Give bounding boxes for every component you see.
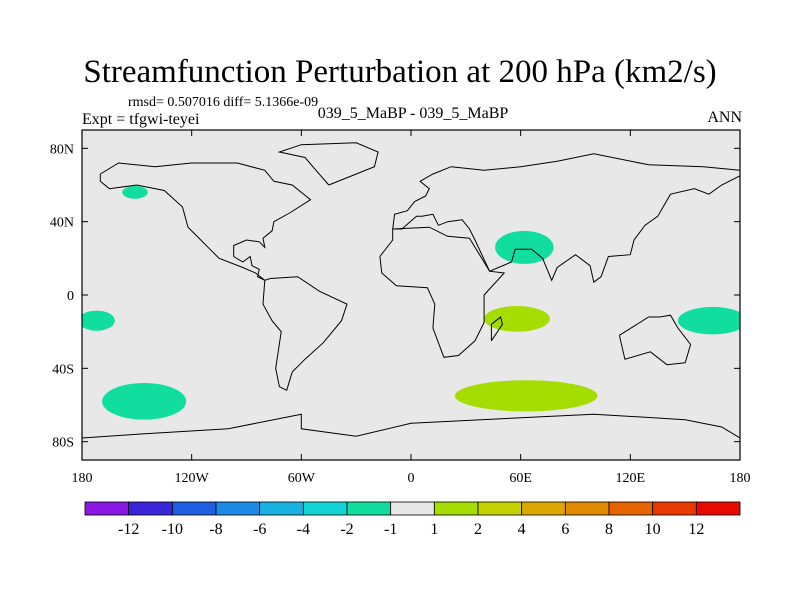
colorbar-box-8 — [433, 501, 479, 516]
x-tick-label-0: 180 — [72, 471, 93, 486]
x-tick-label-4: 60E — [509, 471, 532, 486]
case-label: 039_5_MaBP - 039_5_MaBP — [317, 105, 509, 122]
y-tick-label-1: 40N — [50, 216, 74, 231]
coastline-3 — [379, 226, 506, 358]
colorbar-box-5 — [302, 501, 348, 516]
anomaly-region-1 — [495, 230, 554, 264]
season-label: ANN — [707, 109, 742, 126]
colorbar-label-8: 2 — [474, 521, 482, 538]
colorbar-label-0: -12 — [118, 521, 139, 538]
colorbar-label-11: 8 — [605, 521, 613, 538]
colorbar-box-7 — [390, 501, 435, 516]
colorbar-box-13 — [652, 501, 697, 516]
colorbar-label-10: 6 — [561, 521, 569, 538]
coastline-2 — [262, 276, 348, 392]
map-background — [82, 130, 740, 460]
x-tick-label-6: 180 — [730, 471, 751, 486]
colorbar-label-6: -1 — [384, 521, 397, 538]
y-tick-label-2: 0 — [67, 289, 74, 304]
anomaly-region-2 — [677, 306, 740, 335]
colorbar-box-9 — [477, 501, 523, 516]
y-tick-label-3: 40S — [52, 362, 74, 377]
chart-title: Streamfunction Perturbation at 200 hPa (… — [83, 54, 717, 90]
x-tick-label-1: 120W — [175, 471, 210, 486]
colorbar-box-2 — [171, 501, 217, 516]
colorbar-label-7: 1 — [430, 521, 438, 538]
colorbar-label-4: -4 — [297, 521, 310, 538]
rmsd-label: rmsd= 0.507016 diff= 5.1366e-09 — [128, 95, 319, 110]
anomaly-region-4 — [102, 383, 187, 420]
colorbar-label-3: -6 — [253, 521, 266, 538]
coastline-layer — [82, 142, 740, 439]
anomaly-region-0 — [122, 185, 148, 199]
coastline-4 — [392, 153, 740, 284]
coastline-6 — [490, 316, 503, 342]
colorbar-box-4 — [259, 501, 304, 516]
coastline-5 — [618, 314, 692, 366]
colorbar-box-10 — [521, 501, 566, 516]
colorbar-label-5: -2 — [340, 521, 353, 538]
x-tick-label-2: 60W — [288, 471, 316, 486]
coastline-7 — [82, 413, 740, 439]
y-tick-label-0: 80N — [50, 142, 74, 157]
colorbar: -12 -10 -8 -6 -4 -2 -1 1 2 4 6 8 10 12 — [84, 501, 741, 538]
colorbar-box-12 — [608, 501, 654, 516]
x-tick-label-3: 0 — [408, 471, 415, 486]
anomaly-region-5 — [484, 306, 550, 332]
colorbar-label-2: -8 — [209, 521, 222, 538]
colorbar-box-11 — [564, 501, 610, 516]
colorbar-label-9: 4 — [518, 521, 526, 538]
colorbar-label-13: 12 — [688, 521, 704, 538]
anomaly-region-3 — [82, 310, 115, 331]
colorbar-box-6 — [346, 501, 392, 516]
experiment-label: Expt = tfgwi-teyei — [82, 111, 200, 128]
anomaly-region-6 — [454, 380, 598, 412]
colorbar-box-3 — [215, 501, 261, 516]
colorbar-box-1 — [128, 501, 173, 516]
colorbar-box-14 — [695, 501, 741, 516]
x-tick-label-5: 120E — [616, 471, 646, 486]
colorbar-box-0 — [84, 501, 130, 516]
colorbar-label-12: 10 — [645, 521, 661, 538]
colorbar-label-1: -10 — [162, 521, 183, 538]
coastline-0 — [99, 162, 312, 281]
coastline-1 — [277, 142, 379, 186]
y-tick-label-4: 80S — [52, 436, 74, 451]
axis-ticks: 180 120W 60W 0 60E 120E 180 80N 40N 0 40S 80S — [50, 130, 751, 486]
